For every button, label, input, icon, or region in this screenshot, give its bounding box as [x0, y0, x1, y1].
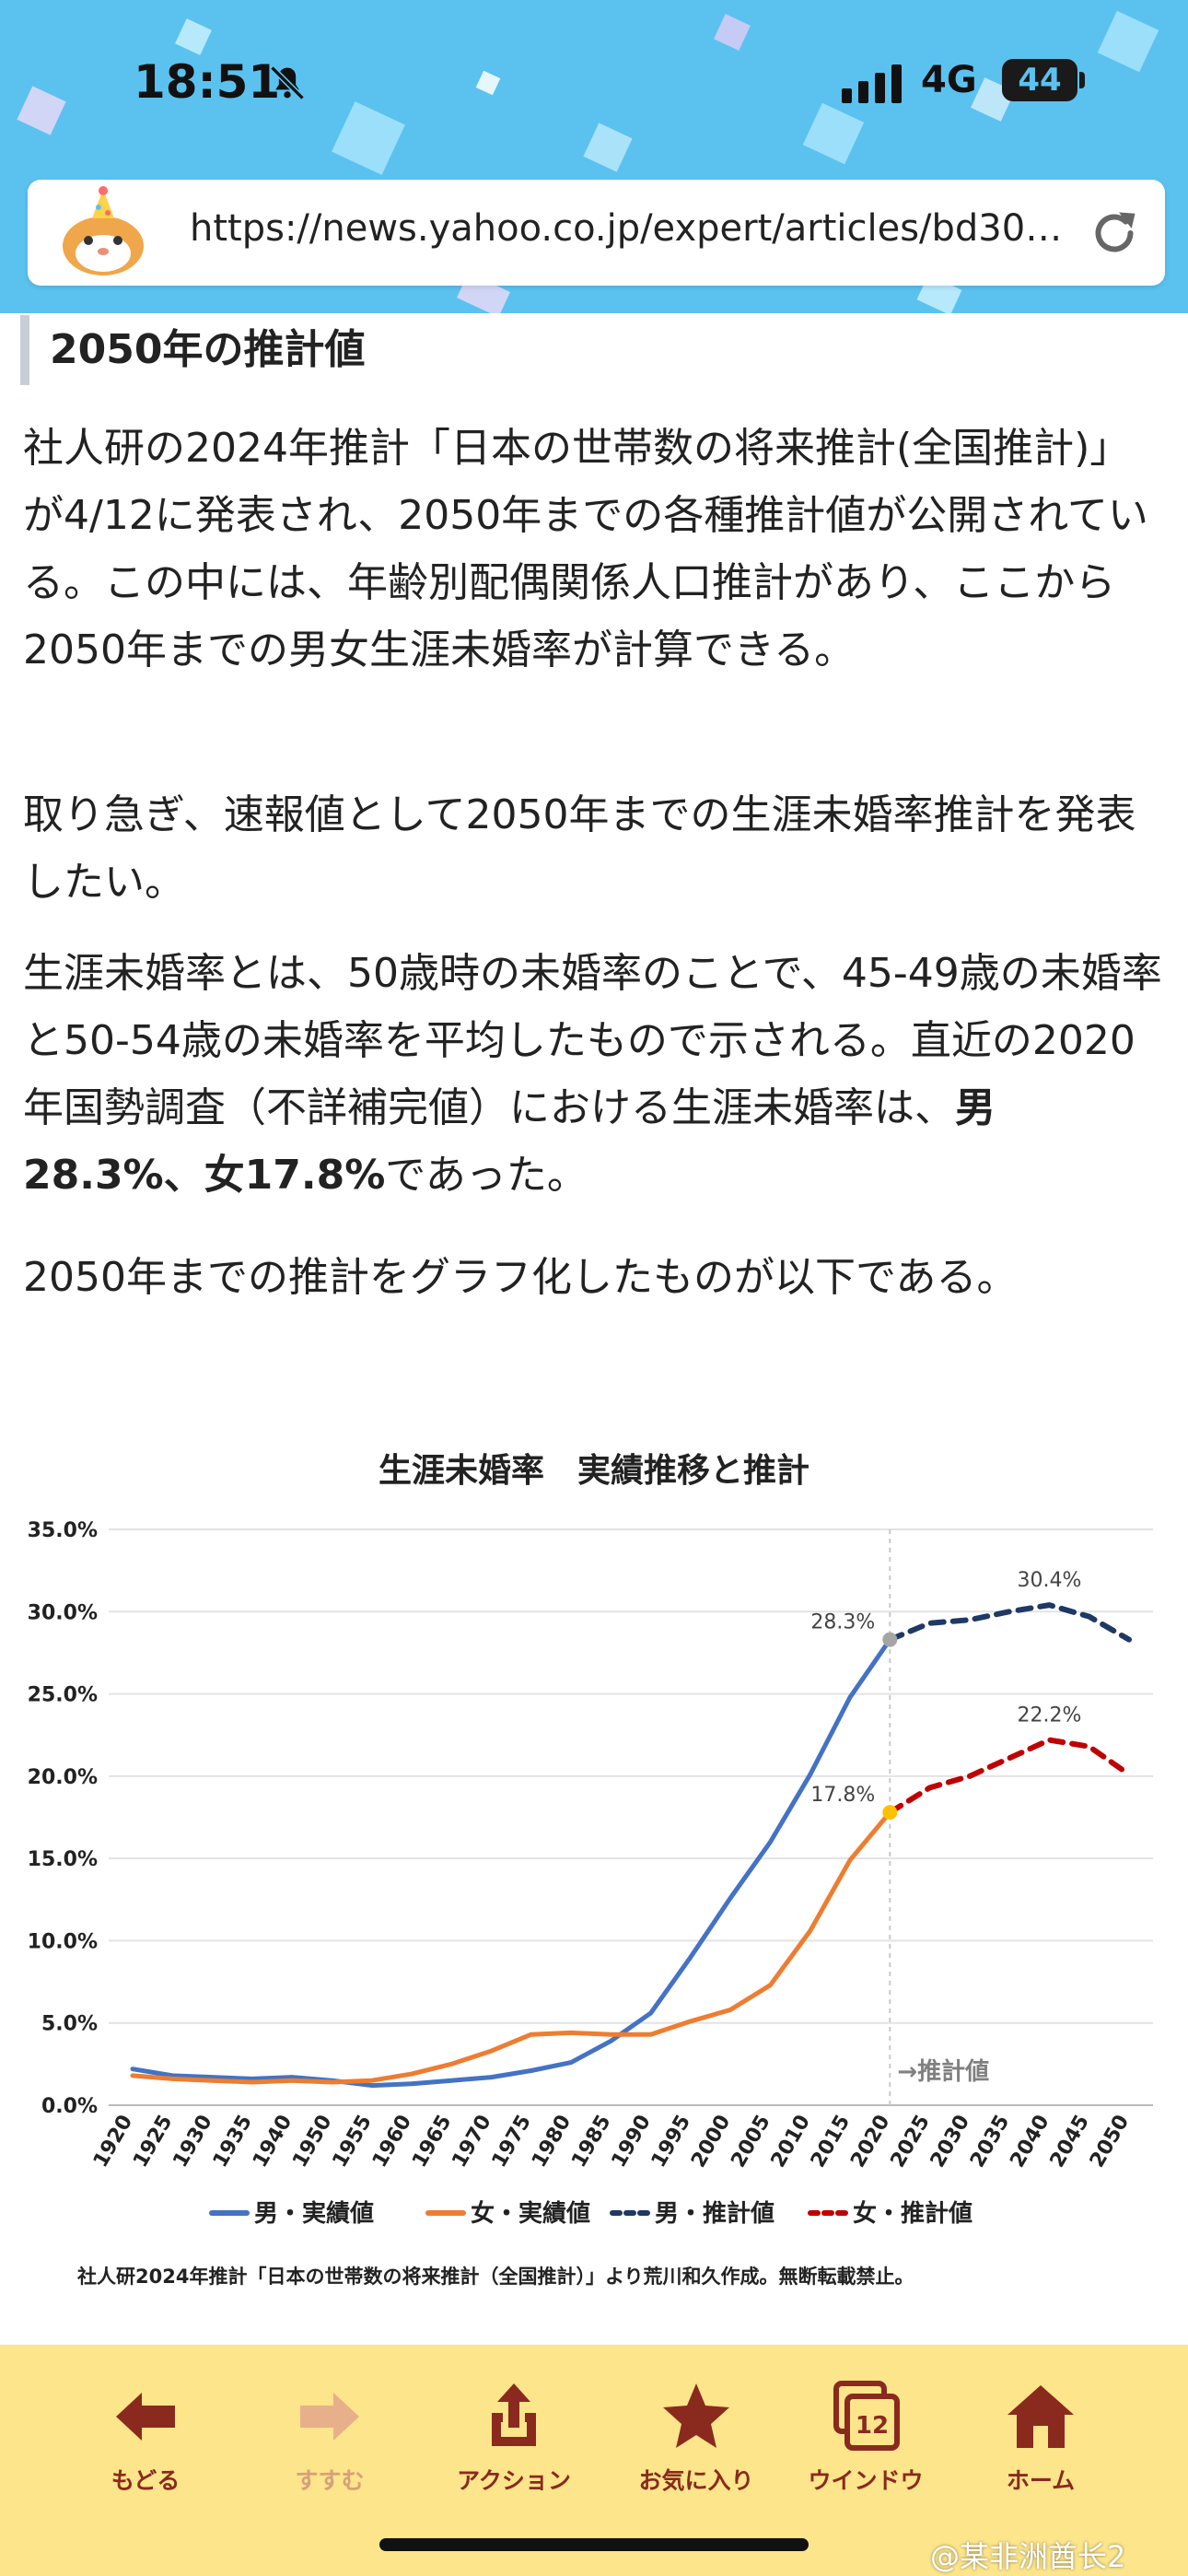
back-label: もどる: [111, 2467, 181, 2494]
x-tick-label: 1985: [567, 2112, 615, 2172]
address-bar[interactable]: https://news.yahoo.co.jp/expert/articles…: [28, 180, 1165, 286]
forward-label: すすむ: [295, 2467, 365, 2494]
window-button[interactable]: 12 ウインドウ: [774, 2380, 958, 2496]
x-tick-label: 2045: [1046, 2112, 1094, 2172]
x-tick-label: 2040: [1006, 2112, 1054, 2172]
x-tick-label: 1930: [169, 2112, 216, 2172]
status-time: 18:51: [134, 55, 281, 109]
section-heading: 2050年の推計値: [20, 315, 365, 385]
x-tick-label: 2030: [926, 2112, 974, 2172]
paragraph-1: 社人研の2024年推計「日本の世帯数の将来推計(全国推計)」が4/12に発表され…: [23, 425, 1148, 673]
home-icon: [1007, 2385, 1074, 2448]
x-tick-label: 1935: [209, 2112, 257, 2172]
data-label: 22.2%: [1017, 1704, 1081, 1727]
window-count: 12: [856, 2412, 889, 2440]
x-tick-label: 2000: [687, 2112, 735, 2172]
paragraph-3-text-b: であった。: [385, 1152, 588, 1199]
data-point-marker: [882, 1632, 898, 1647]
series-line-2: [887, 1602, 1132, 1643]
y-tick-label: 25.0%: [28, 1684, 98, 1707]
y-tick-label: 10.0%: [28, 1930, 98, 1953]
home-button[interactable]: ホーム: [949, 2380, 1133, 2496]
data-label: 17.8%: [810, 1784, 875, 1807]
x-tick-label: 1960: [368, 2112, 416, 2172]
x-tick-label: 2050: [1086, 2112, 1134, 2172]
y-tick-label: 5.0%: [41, 2013, 98, 2036]
favorite-label: お気に入り: [638, 2467, 754, 2494]
legend-entry: 男・実績値: [254, 2199, 374, 2228]
y-tick-label: 30.0%: [28, 1601, 98, 1624]
x-tick-label: 2010: [767, 2112, 815, 2172]
projection-label: →推計値: [897, 2057, 989, 2086]
chart-title: 生涯未婚率 実績推移と推計: [379, 1452, 809, 1490]
battery-icon: 44: [1002, 59, 1077, 101]
windows-icon: 12: [833, 2381, 900, 2451]
legend-entry: 女・実績値: [471, 2199, 590, 2228]
home-indicator[interactable]: [379, 2538, 809, 2551]
x-tick-label: 1965: [408, 2112, 456, 2172]
window-label: ウインドウ: [808, 2467, 924, 2494]
x-tick-label: 1995: [647, 2112, 695, 2172]
chart-container: 生涯未婚率 実績推移と推計 0.0% 5.0% 10.0% 15.0% 20.0% 25.0…: [0, 1419, 1188, 2294]
share-icon: [492, 2383, 536, 2446]
x-tick-label: 1920: [89, 2112, 137, 2172]
forward-button[interactable]: すすむ: [238, 2380, 422, 2496]
star-icon: [663, 2383, 729, 2448]
x-tick-label: 1940: [249, 2112, 297, 2172]
paragraph-3-text-a: 生涯未婚率とは、50歳時の未婚率のことで、45-49歳の未婚率と50-54歳の未…: [23, 950, 1162, 1131]
x-tick-label: 2020: [846, 2112, 894, 2172]
x-tick-label: 2005: [727, 2112, 775, 2172]
x-tick-label: 1970: [448, 2112, 495, 2172]
battery-nub: [1079, 72, 1085, 88]
y-tick-label: 20.0%: [28, 1766, 98, 1789]
status-bar: 18:51 4G 44: [0, 46, 1188, 120]
data-point-marker: [882, 1805, 898, 1821]
y-tick-label: 0.0%: [41, 2095, 98, 2118]
network-type: 4G: [921, 59, 977, 101]
y-tick-label: 15.0%: [28, 1848, 98, 1871]
x-tick-label: 2025: [887, 2112, 935, 2172]
legend-entry: 女・推計値: [853, 2199, 973, 2228]
x-tick-label: 1975: [488, 2112, 536, 2172]
paragraph-3: 生涯未婚率とは、50歳時の未婚率のことで、45-49歳の未婚率と50-54歳の未…: [23, 940, 1170, 1209]
reload-icon[interactable]: [1087, 205, 1142, 261]
x-tick-label: 1950: [288, 2112, 336, 2172]
url-text[interactable]: https://news.yahoo.co.jp/expert/articles…: [190, 207, 1083, 250]
x-tick-label: 1925: [129, 2112, 177, 2172]
cellular-signal-icon: [842, 64, 902, 103]
legend-entry: 男・推計値: [655, 2199, 775, 2228]
chart-source-note: 社人研2024年推計「日本の世帯数の将来推計（全国推計）」より荒川和久作成。無断…: [76, 2266, 914, 2288]
x-tick-label: 1955: [329, 2112, 377, 2172]
y-tick-label: 35.0%: [28, 1519, 98, 1542]
data-label: 28.3%: [810, 1611, 875, 1634]
browser-toolbar: もどる すすむ アクション お気に入り 12 ウインドウ ホーム: [0, 2345, 1188, 2576]
paragraph-2: 取り急ぎ、速報値として2050年までの生涯未婚率推計を発表したい。: [23, 791, 1136, 906]
x-tick-label: 2035: [966, 2112, 1014, 2172]
favorite-button[interactable]: お気に入り: [604, 2380, 788, 2496]
forward-arrow-icon: [300, 2393, 359, 2441]
x-tick-label: 1980: [528, 2112, 576, 2172]
series-line-0: [130, 1637, 892, 2089]
x-tick-label: 2015: [807, 2112, 855, 2172]
series-line-3: [887, 1737, 1132, 1816]
guinea-pig-avatar-icon[interactable]: [55, 185, 151, 281]
action-button[interactable]: アクション: [422, 2380, 606, 2496]
x-tick-label: 1990: [608, 2112, 656, 2172]
home-label: ホーム: [1006, 2467, 1076, 2494]
browser-top-chrome: 18:51 4G 44 https://news.ya: [0, 0, 1188, 313]
watermark: @某非洲酋长2: [930, 2539, 1126, 2574]
series-line-1: [130, 1809, 892, 2085]
bell-muted-icon: [270, 65, 305, 100]
back-arrow-icon: [116, 2393, 175, 2441]
unmarried-rate-chart: 生涯未婚率 実績推移と推計 0.0% 5.0% 10.0% 15.0% 20.0% 25.0…: [28, 1452, 1153, 2288]
action-label: アクション: [457, 2467, 571, 2494]
paragraph-3-bold: 男28.3%、女17.8%: [23, 1084, 996, 1199]
data-label: 30.4%: [1017, 1569, 1081, 1592]
back-button[interactable]: もどる: [53, 2380, 238, 2496]
paragraph-4: 2050年までの推計をグラフ化したものが以下である。: [23, 1254, 1018, 1301]
